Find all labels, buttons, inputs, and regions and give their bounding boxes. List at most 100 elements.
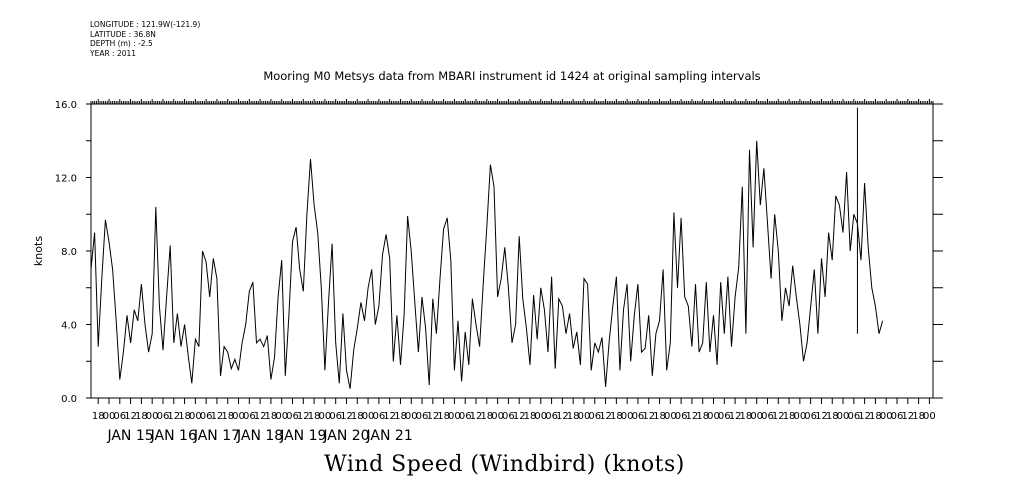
x-tick-label: 12: [772, 411, 785, 422]
x-tick-label: 00: [232, 411, 245, 422]
x-tick-label: 06: [718, 411, 731, 422]
x-tick-label: 18: [524, 411, 537, 422]
x-tick-label: 12: [729, 411, 742, 422]
x-tick-label: 18: [135, 411, 148, 422]
x-tick-label: 12: [642, 411, 655, 422]
y-tick-label: 8.0: [61, 247, 77, 258]
x-tick-label: 12: [858, 411, 871, 422]
x-tick-label: 00: [750, 411, 763, 422]
x-tick-label: 12: [556, 411, 569, 422]
x-tick-label: 00: [405, 411, 418, 422]
x-tick-label: 06: [761, 411, 774, 422]
x-tick-label: 00: [621, 411, 634, 422]
x-tick-label: 06: [113, 411, 126, 422]
x-tick-label: 06: [329, 411, 342, 422]
day-label: JAN 15: [106, 428, 153, 444]
x-tick-label: 06: [847, 411, 860, 422]
x-tick-label: 00: [837, 411, 850, 422]
x-tick-label: 00: [319, 411, 332, 422]
x-tick-label: 18: [265, 411, 278, 422]
x-tick-label: 00: [534, 411, 547, 422]
x-tick-label: 06: [891, 411, 904, 422]
x-tick-label: 00: [793, 411, 806, 422]
x-tick-label: 06: [243, 411, 256, 422]
plot-area: 0.04.08.012.016.018000612180006121800061…: [55, 99, 943, 444]
x-tick-label: 06: [632, 411, 645, 422]
x-tick-label: 18: [437, 411, 450, 422]
x-tick-label: 12: [211, 411, 224, 422]
x-tick-label: 18: [394, 411, 407, 422]
y-tick-label: 0.0: [61, 394, 77, 405]
x-tick-label: 12: [124, 411, 137, 422]
y-tick-label: 16.0: [55, 100, 77, 111]
x-tick-label: 00: [189, 411, 202, 422]
x-tick-label: 00: [707, 411, 720, 422]
year-label: YEAR : 2011: [90, 48, 137, 58]
x-tick-label: 18: [221, 411, 234, 422]
x-tick-label: 00: [923, 411, 936, 422]
x-tick-label: 12: [254, 411, 267, 422]
plot-frame: [90, 103, 934, 399]
x-tick-label: 00: [275, 411, 288, 422]
y-tick-label: 4.0: [61, 321, 77, 332]
x-tick-label: 00: [362, 411, 375, 422]
x-tick-label: 12: [901, 411, 914, 422]
depth-label: DEPTH (m) : -2.5: [90, 39, 153, 48]
day-label: JAN 16: [150, 428, 197, 444]
x-tick-label: 06: [804, 411, 817, 422]
x-tick-label: 18: [178, 411, 191, 422]
x-tick-label: 18: [567, 411, 580, 422]
x-tick-label: 18: [826, 411, 839, 422]
x-tick-label: 18: [783, 411, 796, 422]
wind-speed-line: [90, 140, 884, 389]
chart-title: Mooring M0 Metsys data from MBARI instru…: [263, 69, 760, 83]
x-tick-label: 18: [610, 411, 623, 422]
metadata-block: LONGITUDE : 121.9W(-121.9) LATITUDE : 36…: [90, 20, 200, 58]
x-tick-label: 18: [869, 411, 882, 422]
x-tick-label: 00: [664, 411, 677, 422]
x-tick-label: 18: [696, 411, 709, 422]
x-tick-label: 12: [599, 411, 612, 422]
day-label: JAN 21: [366, 428, 413, 444]
day-label: JAN 19: [279, 428, 326, 444]
longitude-label: LONGITUDE : 121.9W(-121.9): [90, 20, 201, 29]
x-tick-label: 06: [459, 411, 472, 422]
x-tick-label: 06: [675, 411, 688, 422]
x-tick-label: 12: [383, 411, 396, 422]
wind-speed-chart: Mooring M0 Metsys data from MBARI instru…: [32, 69, 943, 444]
x-tick-label: 12: [426, 411, 439, 422]
x-tick-label: 06: [588, 411, 601, 422]
x-tick-label: 06: [502, 411, 515, 422]
y-tick-label: 12.0: [55, 174, 77, 185]
x-tick-label: 00: [578, 411, 591, 422]
x-tick-label: 18: [480, 411, 493, 422]
x-tick-label: 18: [308, 411, 321, 422]
x-tick-label: 18: [351, 411, 364, 422]
x-tick-label: 18: [92, 411, 105, 422]
x-tick-label: 06: [545, 411, 558, 422]
day-label: JAN 20: [322, 428, 369, 444]
x-tick-label: 12: [167, 411, 180, 422]
x-tick-label: 18: [740, 411, 753, 422]
x-tick-label: 18: [912, 411, 925, 422]
x-tick-label: 00: [880, 411, 893, 422]
y-axis-label: knots: [32, 236, 45, 266]
x-tick-label: 12: [686, 411, 699, 422]
x-tick-label: 12: [340, 411, 353, 422]
x-tick-label: 00: [103, 411, 116, 422]
x-tick-label: 06: [157, 411, 170, 422]
x-tick-label: 00: [146, 411, 159, 422]
latitude-label: LATITUDE : 36.8N: [90, 29, 156, 39]
x-tick-label: 18: [653, 411, 666, 422]
x-tick-label: 00: [491, 411, 504, 422]
x-tick-label: 12: [815, 411, 828, 422]
day-label: JAN 17: [193, 428, 240, 444]
x-tick-label: 12: [513, 411, 526, 422]
x-tick-label: 12: [470, 411, 483, 422]
day-label: JAN 18: [236, 428, 283, 444]
x-tick-label: 12: [297, 411, 310, 422]
x-tick-label: 06: [286, 411, 299, 422]
x-tick-label: 06: [416, 411, 429, 422]
x-tick-label: 06: [200, 411, 213, 422]
x-tick-label: 06: [372, 411, 385, 422]
